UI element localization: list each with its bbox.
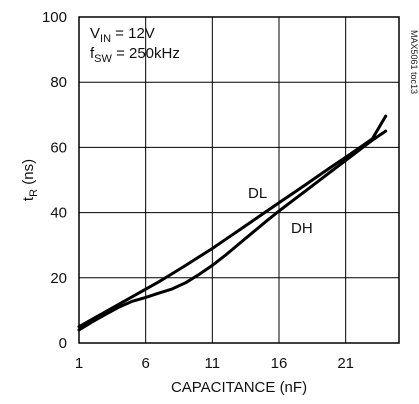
y-axis-title-sub: R — [28, 189, 40, 197]
y-tick-label: 100 — [42, 9, 67, 26]
y-tick-label: 0 — [59, 335, 67, 352]
plot-frame — [78, 16, 400, 344]
series-label-dh: DH — [291, 220, 313, 237]
condition-vin: VIN = 12V — [90, 25, 155, 45]
condition-vin-rest: = 12V — [111, 25, 155, 42]
x-axis-title: CAPACITANCE (nF) — [171, 379, 307, 396]
condition-vin-main: V — [90, 25, 100, 42]
condition-fsw-main: f — [90, 45, 95, 62]
series-lines — [77, 114, 388, 332]
y-tick-label: 40 — [50, 205, 67, 222]
grid — [79, 17, 399, 343]
y-axis-title-main: t — [20, 196, 37, 201]
x-tick-label: 6 — [141, 355, 149, 372]
x-tick-label: 11 — [205, 355, 221, 372]
series-line-dl — [77, 114, 388, 329]
x-tick-labels: 1 6 11 16 21 — [75, 355, 354, 372]
condition-vin-sub: IN — [100, 33, 111, 45]
condition-fsw: fSW = 250kHz — [90, 45, 180, 65]
x-tick-label: 1 — [75, 355, 83, 372]
figure-code: MAX5061 toc13 — [409, 30, 419, 94]
y-tick-labels: 0 20 40 60 80 100 — [42, 9, 67, 352]
y-tick-label: 80 — [50, 74, 67, 91]
condition-fsw-rest: = 250kHz — [112, 45, 180, 62]
y-tick-label: 20 — [50, 270, 67, 287]
x-tick-label: 16 — [271, 355, 288, 372]
series-label-dl: DL — [248, 185, 267, 202]
y-axis-title: tR (ns) — [20, 159, 40, 201]
y-axis-title-unit: (ns) — [20, 159, 37, 189]
x-tick-label: 21 — [337, 355, 354, 372]
series-line-dh — [77, 129, 388, 332]
y-tick-label: 60 — [50, 139, 67, 156]
condition-fsw-sub: SW — [94, 53, 112, 65]
